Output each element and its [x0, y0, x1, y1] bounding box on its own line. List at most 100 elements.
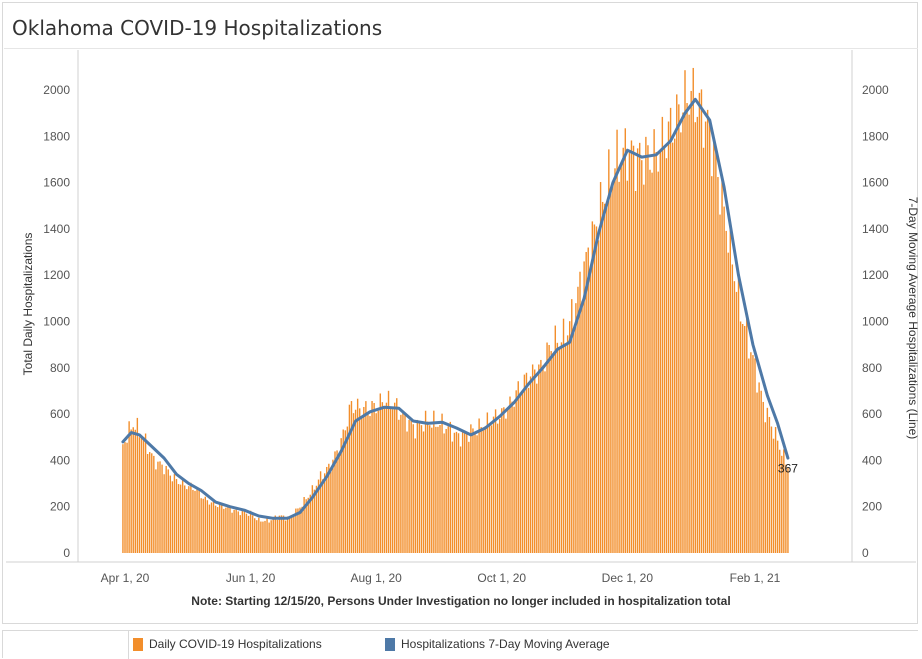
bar [352, 413, 355, 553]
y-tick-label-left: 200 [50, 500, 70, 514]
line-series [121, 97, 790, 520]
bar [529, 376, 532, 553]
bar [490, 425, 493, 553]
bar [229, 507, 231, 553]
bar [457, 433, 460, 553]
bar [544, 371, 546, 553]
bar [653, 129, 655, 553]
bar [577, 286, 579, 553]
bar [579, 271, 581, 553]
bar [608, 149, 610, 553]
bar [155, 469, 157, 553]
bar [768, 416, 771, 553]
bar [435, 426, 437, 553]
bar [591, 221, 594, 553]
y-tick-label-right: 2000 [862, 83, 889, 97]
y-tick-label-right: 1800 [862, 129, 889, 143]
bar [381, 402, 384, 553]
x-tick-label: Jun 1, 20 [226, 571, 276, 585]
page-title: Oklahoma COVID-19 Hospitalizations [12, 16, 383, 40]
bar [762, 401, 764, 553]
bar [346, 426, 349, 553]
bar [486, 412, 489, 553]
bar [142, 437, 145, 553]
bar [704, 121, 707, 553]
bar [764, 422, 766, 553]
bar [332, 459, 334, 553]
bar [750, 352, 752, 553]
bar [614, 168, 616, 553]
bar [540, 359, 542, 553]
bar [513, 406, 515, 553]
bar [459, 446, 462, 553]
bar [208, 504, 211, 553]
bar [202, 498, 204, 553]
bar [311, 485, 314, 553]
bar [476, 435, 478, 553]
bar [373, 402, 375, 553]
bar [772, 438, 775, 553]
legend-item-daily[interactable]: Daily COVID-19 Hospitalizations [133, 637, 322, 651]
bar [760, 390, 762, 553]
bar [655, 152, 657, 553]
bar [239, 515, 241, 553]
bar [624, 128, 626, 553]
legend-item-average[interactable]: Hospitalizations 7-Day Moving Average [385, 637, 610, 651]
bar [354, 409, 357, 553]
bar [391, 409, 394, 553]
bar [363, 406, 365, 553]
bar [270, 520, 272, 553]
bar [709, 121, 711, 554]
bar [212, 500, 215, 553]
bar [636, 148, 639, 553]
bar [634, 191, 637, 553]
bar [130, 429, 132, 553]
data-label-last: 367 [778, 461, 798, 475]
y-tick-label-right: 1200 [862, 268, 889, 282]
bar [647, 145, 649, 553]
bar [190, 482, 192, 553]
bar [173, 474, 176, 553]
bar [307, 497, 309, 553]
bar [783, 449, 785, 553]
bar [241, 510, 244, 553]
bar [610, 187, 612, 554]
bar [245, 513, 248, 553]
bar [398, 419, 400, 553]
chart-labels: Total Daily Hospitalizations 7-Day Movin… [21, 197, 920, 476]
bar [622, 147, 624, 554]
bar [328, 463, 330, 553]
bar [680, 132, 682, 553]
y-axis-label-right: 7-Day Moving Average Hospitalizations (L… [906, 197, 920, 440]
y-tick-label-right: 1400 [862, 222, 889, 236]
bar [706, 109, 709, 554]
legend-spacer [3, 631, 129, 659]
bar [194, 490, 196, 553]
bar [297, 508, 299, 553]
bar [412, 424, 414, 553]
bar [418, 422, 421, 553]
bar [741, 324, 744, 553]
bar [223, 508, 225, 553]
bar [437, 426, 439, 553]
bar [379, 393, 381, 553]
chart-card [2, 2, 918, 624]
bar [367, 411, 369, 553]
bar [671, 142, 674, 553]
bar [198, 490, 200, 553]
bar [424, 410, 427, 553]
bar [715, 151, 717, 553]
bar [696, 116, 699, 553]
bar [632, 145, 635, 553]
legend-label-daily: Daily COVID-19 Hospitalizations [149, 637, 322, 651]
x-tick-label: Aug 1, 20 [350, 571, 402, 585]
bar [192, 489, 194, 553]
bar [284, 520, 287, 553]
bar [338, 454, 340, 553]
bar [774, 427, 777, 553]
bar [371, 400, 373, 553]
bar [289, 517, 291, 553]
bar [589, 272, 591, 553]
bar [678, 104, 680, 553]
bar [326, 466, 328, 553]
